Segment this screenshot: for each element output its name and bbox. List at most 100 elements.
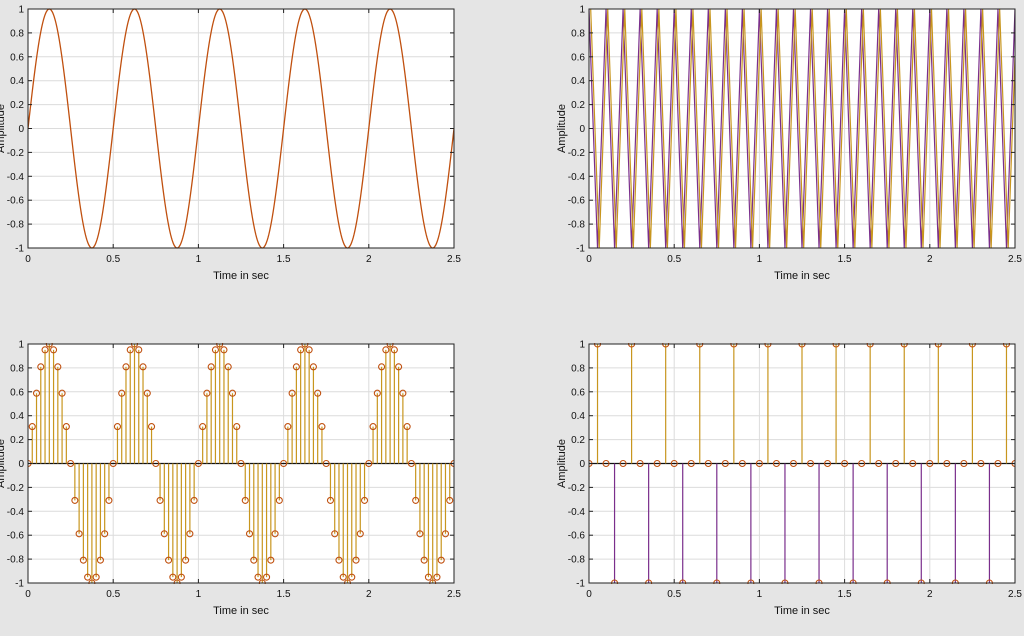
stem-marker xyxy=(960,459,968,468)
stem-marker xyxy=(54,363,62,371)
stem-marker xyxy=(233,423,241,431)
subplot-4: 0 0.5 1 1.5 2 2.5 1 0.8 0.6 0.4 0.2 0 -0.2 -0.4 -0.6 -0… xyxy=(556,340,1022,618)
stem-marker xyxy=(177,573,185,581)
y-tick-label: 1 xyxy=(579,340,585,351)
stem-marker xyxy=(412,496,420,504)
x-tick-label: 0 xyxy=(586,589,592,600)
stem-marker xyxy=(292,363,300,371)
y-tick-label: -0.6 xyxy=(7,531,25,542)
y-tick-label: 0.4 xyxy=(571,76,585,87)
stem-marker xyxy=(360,496,369,504)
y-tick-label: 0.8 xyxy=(10,28,24,39)
stem-marker xyxy=(352,556,360,564)
x-tick-label: 1 xyxy=(757,254,763,265)
stem-marker xyxy=(926,459,934,468)
y-axis-label: Amplitude xyxy=(0,439,7,488)
stem-marker xyxy=(50,346,58,354)
stem-marker xyxy=(186,530,194,538)
y-tick-label: 0.2 xyxy=(10,100,24,111)
x-tick-label: 2.5 xyxy=(447,254,461,265)
stem-marker xyxy=(824,459,832,468)
ticks: 0 0.5 1 1.5 2 2.5 1 0.8 0.6 0.4 0.2 0 -0.2 -0.4 -0.6 -0… xyxy=(7,340,462,601)
x-tick-label: 2 xyxy=(366,589,372,600)
stem-marker xyxy=(245,530,254,538)
y-tick-label: -1 xyxy=(576,579,585,590)
subplot-1: 0 0.5 1 1.5 2 2.5 1 0.8 0.6 0.4 0.2 0 -0.2 -0.4 -0.6 -0… xyxy=(0,5,461,283)
stem-marker xyxy=(71,496,79,504)
stem-marker xyxy=(37,363,45,371)
stem-marker xyxy=(28,423,36,431)
y-tick-label: 0.6 xyxy=(571,387,585,398)
y-tick-label: -0.2 xyxy=(568,148,586,159)
stem-marker xyxy=(280,459,288,468)
ticks: 0 0.5 1 1.5 2 2.5 1 0.8 0.6 0.4 0.2 0 -0.2 -0.4 -0.6 -0… xyxy=(568,5,1023,266)
y-tick-label: 0.4 xyxy=(571,411,585,422)
stem-marker xyxy=(152,459,160,468)
stem-marker xyxy=(113,423,122,431)
stem-marker xyxy=(241,496,249,504)
stem-marker xyxy=(322,459,330,468)
stem-marker xyxy=(135,346,143,354)
stem-marker xyxy=(721,459,729,468)
stem-marker xyxy=(772,459,780,468)
stem-marker xyxy=(382,346,390,354)
stem-marker xyxy=(416,530,424,538)
stem-marker xyxy=(378,363,386,371)
stem-marker xyxy=(314,389,322,397)
stem-marker xyxy=(670,459,678,468)
x-tick-label: 1.5 xyxy=(277,254,291,265)
x-tick-label: 0.5 xyxy=(667,254,681,265)
y-tick-label: 0.4 xyxy=(10,411,24,422)
y-tick-label: 0.2 xyxy=(10,435,24,446)
y-tick-label: 0.8 xyxy=(571,28,585,39)
stem-marker xyxy=(420,556,428,564)
x-axis-label: Time in sec xyxy=(774,270,830,282)
stem-marker xyxy=(943,459,951,468)
stem-marker xyxy=(263,573,271,581)
y-tick-label: 1 xyxy=(579,5,585,16)
plot-data xyxy=(28,343,454,584)
stem-marker xyxy=(331,530,339,538)
x-axis-label: Time in sec xyxy=(213,605,269,617)
stem-marker xyxy=(602,459,610,468)
stem-marker xyxy=(407,459,415,468)
stem-marker xyxy=(373,389,381,397)
y-tick-label: 0.8 xyxy=(571,363,585,374)
stem-marker xyxy=(194,459,202,468)
stem-marker xyxy=(160,530,168,538)
y-tick-label: -0.4 xyxy=(7,172,25,183)
stem-marker xyxy=(636,459,644,468)
stem-marker xyxy=(203,389,211,397)
ticks: 0 0.5 1 1.5 2 2.5 1 0.8 0.6 0.4 0.2 0 -0.2 -0.4 -0.6 -0… xyxy=(568,340,1023,601)
y-tick-label: 0.6 xyxy=(571,52,585,63)
stem-marker xyxy=(169,573,177,581)
stem-marker xyxy=(288,389,296,397)
stem-marker xyxy=(109,459,117,468)
x-tick-label: 2 xyxy=(927,254,933,265)
x-tick-label: 1.5 xyxy=(838,254,852,265)
y-tick-label: 1 xyxy=(18,340,24,351)
x-tick-label: 1 xyxy=(757,589,763,600)
plot-data xyxy=(589,343,1015,584)
stem-marker xyxy=(199,423,207,431)
stem-marker xyxy=(619,459,627,468)
subplot-2: 0 0.5 1 1.5 2 2.5 1 0.8 0.6 0.4 0.2 0 -0.2 -0.4 -0.6 -0… xyxy=(556,5,1023,283)
stem-marker xyxy=(424,573,432,581)
stem-marker xyxy=(220,346,228,354)
stem-marker xyxy=(32,389,41,397)
y-axis-label: Amplitude xyxy=(556,104,568,153)
stem-marker xyxy=(84,573,92,581)
stem-marker xyxy=(92,573,100,581)
y-tick-label: 0.6 xyxy=(10,387,24,398)
y-tick-label: 1 xyxy=(18,5,24,16)
stem-marker xyxy=(67,459,75,468)
stem-marker xyxy=(356,530,364,538)
y-tick-label: -0.8 xyxy=(568,555,586,566)
x-tick-label: 1 xyxy=(196,254,202,265)
stem-marker xyxy=(147,423,156,431)
stem-marker xyxy=(738,459,746,468)
y-tick-label: -0.4 xyxy=(568,172,586,183)
y-tick-label: 0.2 xyxy=(571,100,585,111)
stem-marker xyxy=(841,459,849,468)
